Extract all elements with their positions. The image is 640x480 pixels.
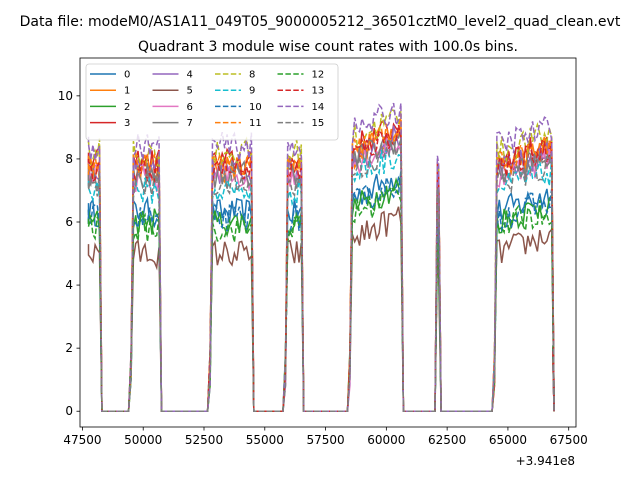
legend-label-4: 4: [187, 70, 193, 81]
legend-label-12: 12: [312, 70, 325, 81]
series-line-15: [87, 138, 555, 412]
legend-label-5: 5: [187, 86, 193, 97]
x-tick-label: 52500: [185, 433, 223, 447]
legend-label-7: 7: [187, 118, 193, 129]
legend-label-9: 9: [249, 86, 255, 97]
x-tick-label: 57500: [306, 433, 344, 447]
x-tick-label: 62500: [428, 433, 466, 447]
legend-label-2: 2: [124, 102, 130, 113]
legend-label-11: 11: [249, 118, 262, 129]
x-offset-label: +3.941e8: [516, 454, 575, 468]
series-line-11: [87, 113, 555, 412]
legend-label-14: 14: [312, 102, 325, 113]
series-line-13: [87, 124, 555, 412]
y-tick-label: 4: [65, 278, 73, 292]
legend-label-6: 6: [187, 102, 193, 113]
legend-label-13: 13: [312, 86, 325, 97]
x-tick-label: 47500: [63, 433, 101, 447]
series-line-5: [87, 206, 555, 412]
series-line-8: [87, 109, 555, 412]
series-line-10: [87, 170, 555, 412]
legend-label-1: 1: [124, 86, 130, 97]
y-tick-label: 0: [65, 404, 73, 418]
axes: 47500 50000 52500 55000 57500 60000 62500 65000…: [58, 57, 588, 447]
x-tick-label: 55000: [246, 433, 284, 447]
x-tick-label: 60000: [367, 433, 405, 447]
legend-label-8: 8: [249, 70, 255, 81]
figure-suptitle: Data file: modeM0/AS1A11_049T05_90000052…: [20, 14, 621, 30]
series-line-2: [87, 174, 555, 412]
y-tick-label: 8: [65, 152, 73, 166]
series-line-9: [87, 146, 555, 412]
chart-title: Quadrant 3 module wise count rates with …: [138, 39, 518, 55]
axes-frame: [79, 57, 577, 428]
plot-area: [87, 102, 555, 412]
x-tick-label: 67500: [550, 433, 588, 447]
x-tick-label: 65000: [489, 433, 527, 447]
y-tick-label: 10: [58, 89, 73, 103]
legend-box: [85, 63, 339, 141]
legend-label-15: 15: [312, 118, 325, 129]
legend-label-10: 10: [249, 102, 262, 113]
series-line-12: [87, 185, 555, 412]
series-line-0: [87, 173, 555, 412]
y-tick-label: 6: [65, 215, 73, 229]
y-tick-label: 2: [65, 341, 73, 355]
x-tick-label: 50000: [124, 433, 162, 447]
legend-label-0: 0: [124, 70, 130, 81]
legend-label-3: 3: [124, 118, 130, 129]
